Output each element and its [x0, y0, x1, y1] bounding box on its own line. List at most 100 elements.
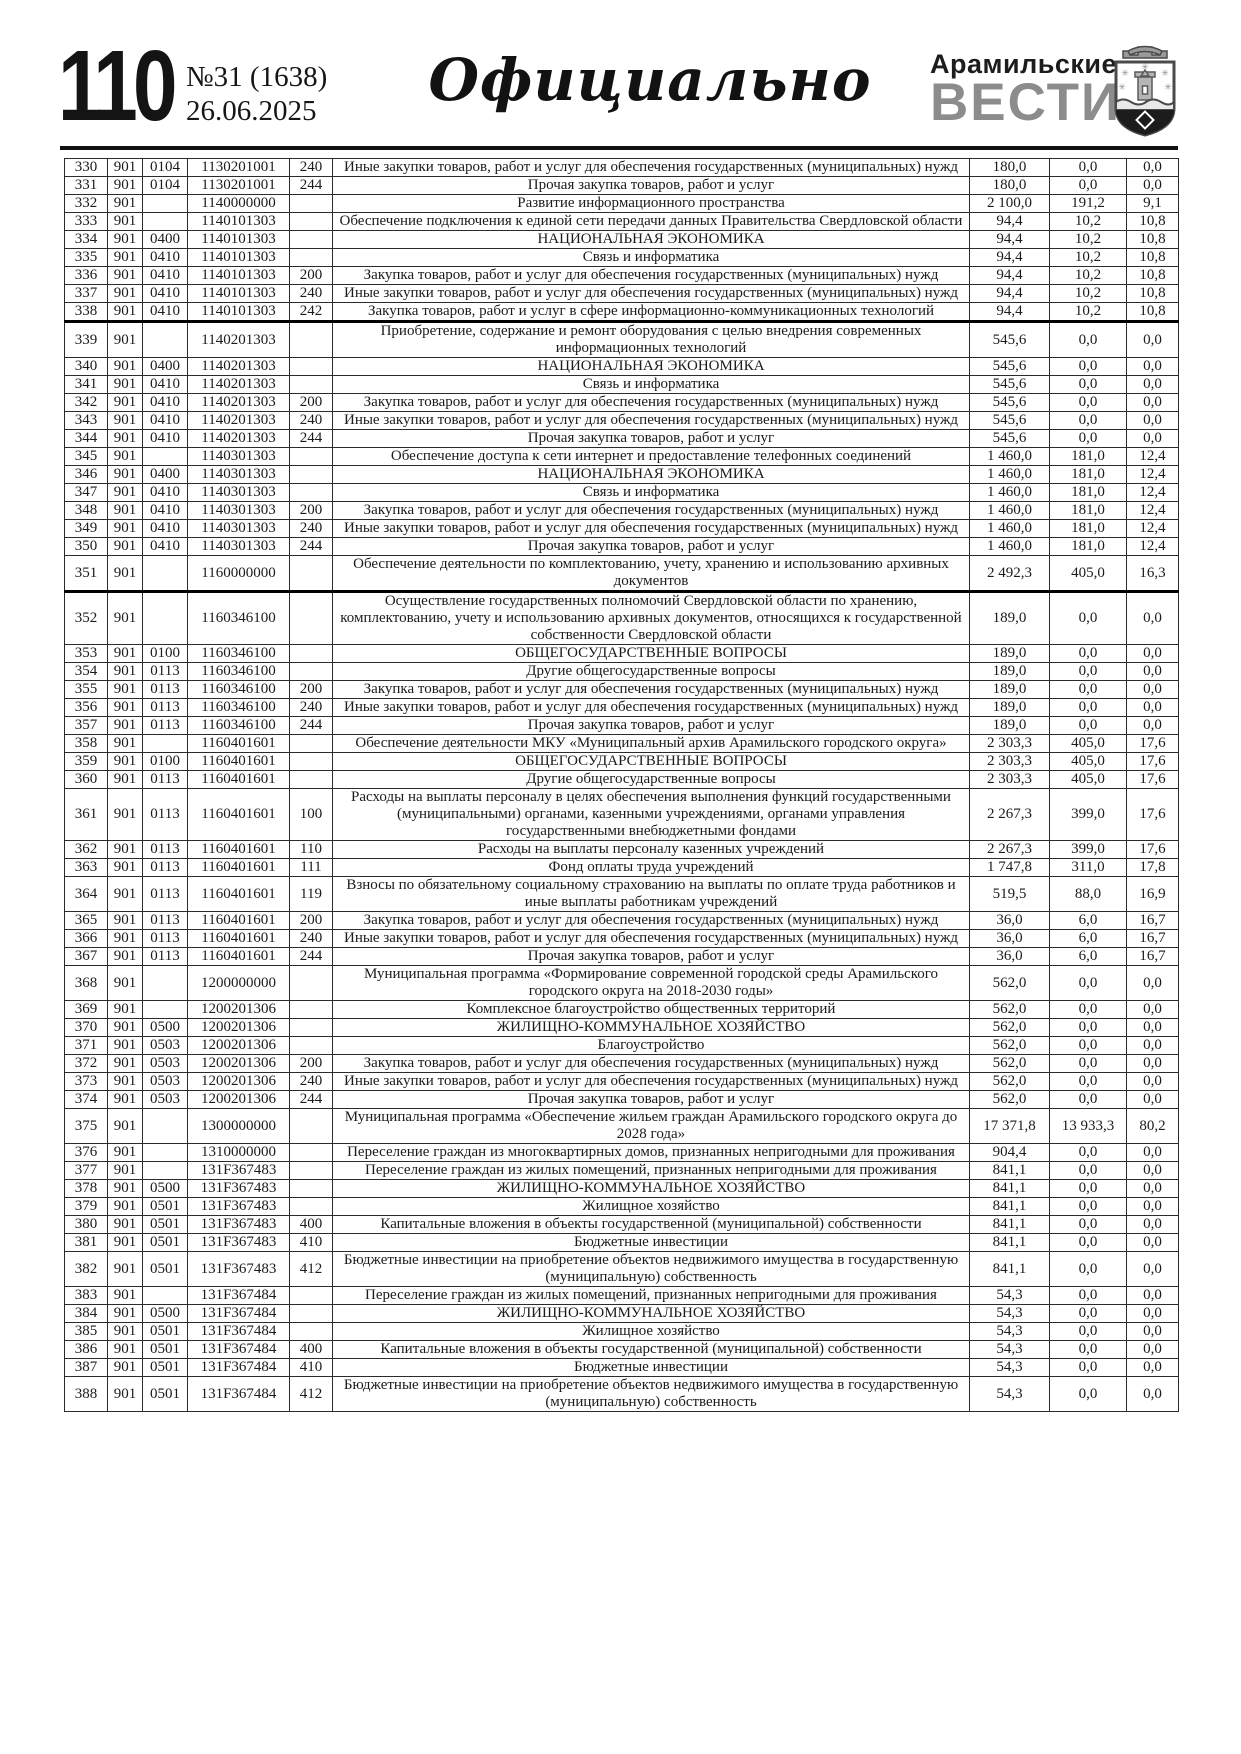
approved-amount: 1 460,0: [969, 465, 1050, 484]
target-article-code: 1140301303: [187, 501, 290, 520]
approved-amount: 562,0: [969, 1036, 1050, 1055]
target-article-code: 1160401601: [187, 788, 290, 841]
section-code: 0400: [142, 465, 188, 484]
table-row: 339 901 1140201303 Приобретение, содержание…: [64, 320, 1179, 358]
grbs-code: 901: [107, 698, 143, 717]
target-article-code: 131F367484: [187, 1304, 290, 1323]
section-code: 0410: [142, 483, 188, 502]
grbs-code: 901: [107, 965, 143, 1001]
approved-amount: 562,0: [969, 1054, 1050, 1073]
approved-amount: 841,1: [969, 1251, 1050, 1287]
table-row: 333 901 1140101303 Обеспечение подключения …: [64, 212, 1179, 231]
section-code: [142, 1161, 188, 1180]
expense-name: Иные закупки товаров, работ и услуг для …: [332, 411, 970, 430]
row-number: 379: [64, 1197, 108, 1216]
svg-text:✳: ✳: [1161, 69, 1169, 79]
row-number: 368: [64, 965, 108, 1001]
expense-name: ЖИЛИЩНО-КОММУНАЛЬНОЕ ХОЗЯЙСТВО: [332, 1304, 970, 1323]
section-code: 0500: [142, 1304, 188, 1323]
executed-amount: 181,0: [1049, 519, 1127, 538]
approved-amount: 54,3: [969, 1322, 1050, 1341]
expense-type-code: [289, 483, 333, 502]
expense-type-code: 100: [289, 788, 333, 841]
expense-type-code: 110: [289, 840, 333, 859]
row-number: 386: [64, 1340, 108, 1359]
table-row: 345 901 1140301303 Обеспечение доступа к се…: [64, 447, 1179, 466]
target-article-code: 1310000000: [187, 1143, 290, 1162]
table-row: 331 901 0104 1130201001 244 Прочая закупка то…: [64, 176, 1179, 195]
executed-amount: 405,0: [1049, 555, 1127, 592]
target-article-code: 1200201306: [187, 1018, 290, 1037]
executed-amount: 0,0: [1049, 1215, 1127, 1234]
target-article-code: 1140101303: [187, 248, 290, 267]
section-code: 0410: [142, 375, 188, 394]
executed-amount: 405,0: [1049, 770, 1127, 789]
expense-type-code: 244: [289, 176, 333, 195]
grbs-code: 901: [107, 858, 143, 877]
execution-percent: 0,0: [1126, 662, 1179, 681]
execution-percent: 12,4: [1126, 537, 1179, 556]
row-number: 372: [64, 1054, 108, 1073]
table-row: 370 901 0500 1200201306 ЖИЛИЩНО-КОММУНАЛЬНОЕ…: [64, 1018, 1179, 1037]
approved-amount: 2 303,3: [969, 734, 1050, 753]
section-code: 0501: [142, 1197, 188, 1216]
grbs-code: 901: [107, 519, 143, 538]
execution-percent: 0,0: [1126, 1215, 1179, 1234]
approved-amount: 562,0: [969, 1090, 1050, 1109]
table-row: 365 901 0113 1160401601 200 Закупка товаров, …: [64, 911, 1179, 930]
target-article-code: 1300000000: [187, 1108, 290, 1144]
issue-date: 26.06.2025: [186, 95, 317, 127]
section-code: [142, 194, 188, 213]
expense-name: Обеспечение доступа к сети интернет и пр…: [332, 447, 970, 466]
table-row: 386 901 0501 131F367484 400 Капитальные вложе…: [64, 1340, 1179, 1359]
executed-amount: 181,0: [1049, 465, 1127, 484]
executed-amount: 0,0: [1049, 644, 1127, 663]
approved-amount: 841,1: [969, 1179, 1050, 1198]
grbs-code: 901: [107, 158, 143, 177]
section-code: 0501: [142, 1233, 188, 1252]
approved-amount: 94,4: [969, 212, 1050, 231]
executed-amount: 399,0: [1049, 788, 1127, 841]
approved-amount: 36,0: [969, 929, 1050, 948]
row-number: 388: [64, 1376, 108, 1412]
section-code: 0410: [142, 393, 188, 412]
expense-name: Расходы на выплаты персоналу казенных уч…: [332, 840, 970, 859]
expense-type-code: [289, 320, 333, 358]
expense-name: Бюджетные инвестиции на приобретение объ…: [332, 1376, 970, 1412]
row-number: 336: [64, 266, 108, 285]
table-row: 341 901 0410 1140201303 Связь и информатика 5…: [64, 375, 1179, 394]
row-number: 348: [64, 501, 108, 520]
executed-amount: 10,2: [1049, 212, 1127, 231]
execution-percent: 0,0: [1126, 1233, 1179, 1252]
approved-amount: 545,6: [969, 357, 1050, 376]
target-article-code: 131F367483: [187, 1251, 290, 1287]
section-code: 0410: [142, 302, 188, 322]
expense-name: НАЦИОНАЛЬНАЯ ЭКОНОМИКА: [332, 357, 970, 376]
masthead-line1: Арамильские: [930, 49, 1117, 79]
masthead-logo: Арамильские ВЕСТИ: [930, 49, 1119, 129]
execution-percent: 0,0: [1126, 1143, 1179, 1162]
target-article-code: 1160401601: [187, 947, 290, 966]
section-code: 0113: [142, 947, 188, 966]
expense-type-code: [289, 770, 333, 789]
execution-percent: 12,4: [1126, 483, 1179, 502]
executed-amount: 405,0: [1049, 734, 1127, 753]
row-number: 346: [64, 465, 108, 484]
target-article-code: 1140101303: [187, 212, 290, 231]
row-number: 359: [64, 752, 108, 771]
expense-name: Жилищное хозяйство: [332, 1322, 970, 1341]
expense-type-code: 240: [289, 519, 333, 538]
row-number: 383: [64, 1286, 108, 1305]
execution-percent: 16,9: [1126, 876, 1179, 912]
expense-name: Закупка товаров, работ и услуг для обесп…: [332, 501, 970, 520]
row-number: 354: [64, 662, 108, 681]
execution-percent: 10,8: [1126, 212, 1179, 231]
target-article-code: 1140101303: [187, 284, 290, 303]
header-divider-rule: [60, 146, 1178, 150]
target-article-code: 1140201303: [187, 375, 290, 394]
section-code: 0400: [142, 230, 188, 249]
row-number: 370: [64, 1018, 108, 1037]
expense-name: Иные закупки товаров, работ и услуг для …: [332, 1072, 970, 1091]
table-row: 338 901 0410 1140101303 242 Закупка товаров, …: [64, 302, 1179, 322]
row-number: 367: [64, 947, 108, 966]
